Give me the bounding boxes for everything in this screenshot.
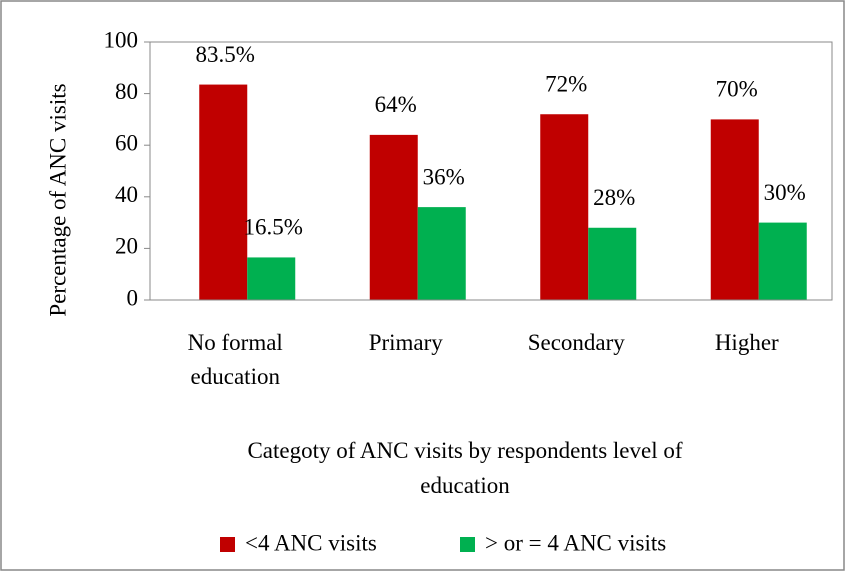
data-label: 28% <box>593 185 635 210</box>
data-label: 16.5% <box>244 215 303 240</box>
legend-label: <4 ANC visits <box>245 530 377 555</box>
data-label: 36% <box>423 164 465 189</box>
y-tick-label: 20 <box>115 234 138 259</box>
x-axis-title: Categoty of ANC visits by respondents le… <box>247 438 682 498</box>
x-tick-label: Secondary <box>528 330 626 355</box>
x-tick-label: Primary <box>369 330 444 355</box>
bar <box>758 222 807 300</box>
y-axis-title: Percentage of ANC visits <box>45 83 70 316</box>
y-tick-label: 0 <box>127 285 139 310</box>
bar <box>710 119 759 301</box>
legend-label: > or = 4 ANC visits <box>485 530 666 555</box>
data-label: 70% <box>716 77 758 102</box>
legend-swatch <box>460 537 475 552</box>
bar <box>247 257 296 300</box>
legend-swatch <box>220 537 235 552</box>
bar <box>540 114 589 301</box>
data-label: 30% <box>764 180 806 205</box>
x-tick-label: Higher <box>715 330 779 355</box>
data-label: 64% <box>375 92 417 117</box>
y-tick-label: 60 <box>115 130 138 155</box>
data-label: 72% <box>545 72 587 97</box>
bar <box>417 207 466 300</box>
y-tick-label: 100 <box>104 27 139 52</box>
bar <box>199 84 248 300</box>
y-tick-label: 80 <box>115 79 138 104</box>
bar <box>588 227 637 300</box>
y-tick-label: 40 <box>115 182 138 207</box>
data-label: 83.5% <box>196 42 255 67</box>
x-tick-label: No formal education <box>188 330 283 389</box>
bar <box>369 134 418 300</box>
